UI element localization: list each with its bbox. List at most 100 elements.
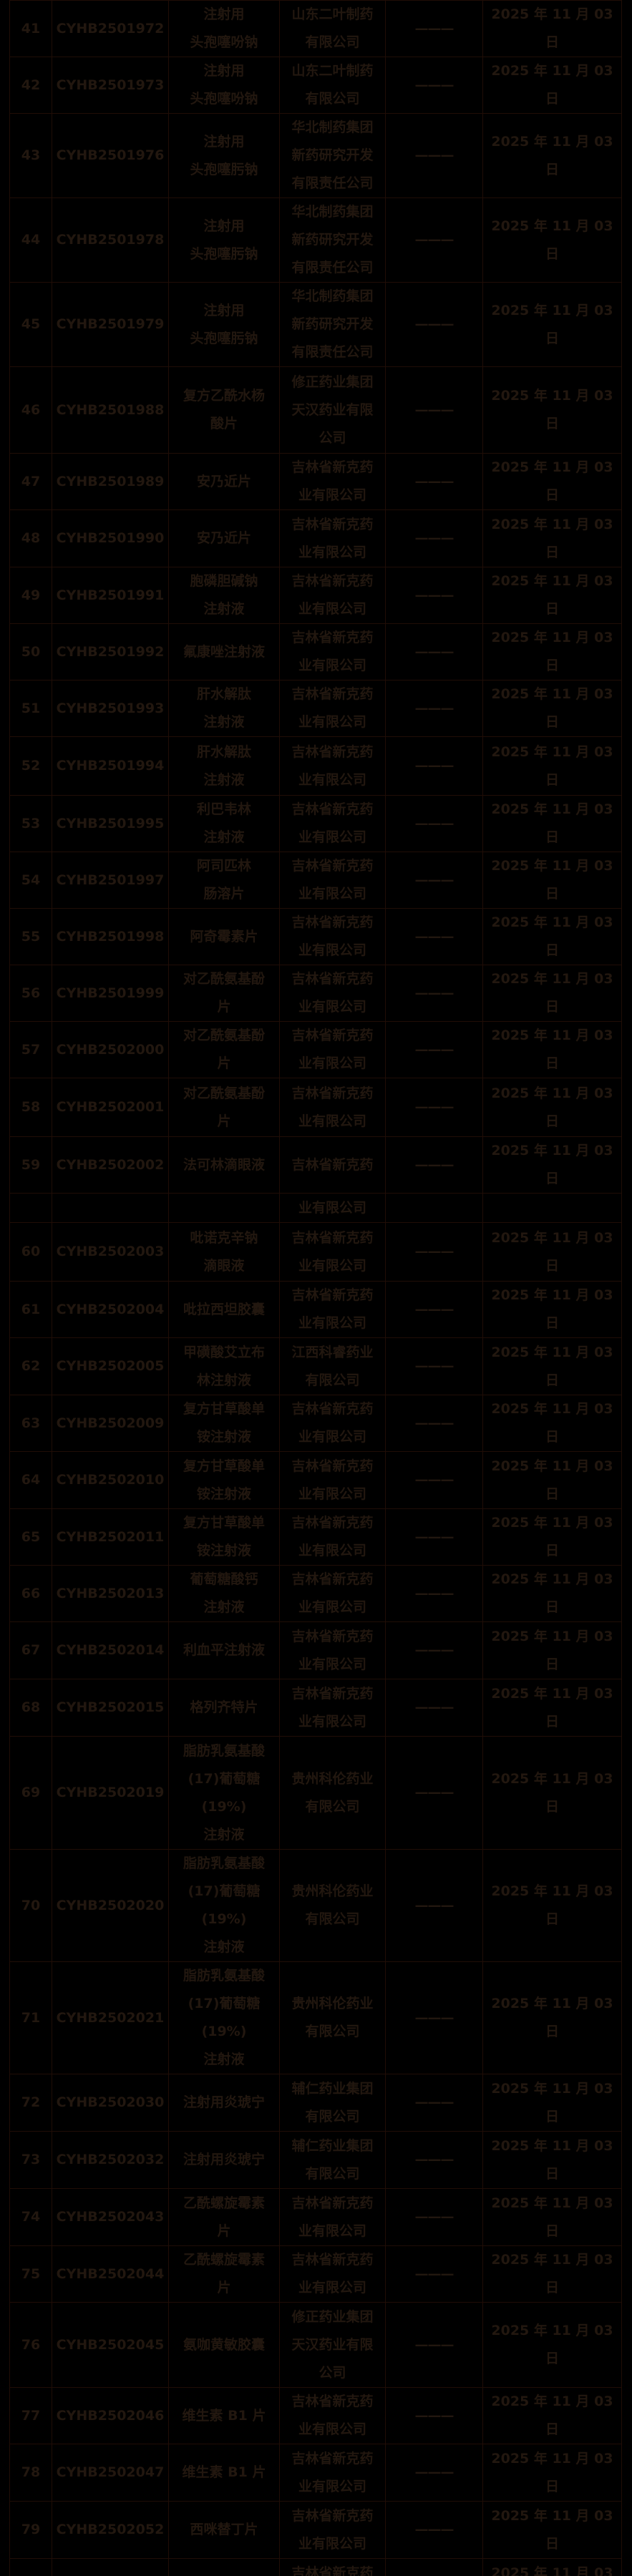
table-row: 53 CYHB2501995 利巴韦林 注射液 吉林省新克药 业有限公司 ——— 2025… xyxy=(9,795,622,852)
cell-drug-name: 甲磺酸艾立布 林注射液 xyxy=(168,1337,280,1395)
cell-company-name: 华北制药集团 新药研究开发 有限责任公司 xyxy=(279,113,386,198)
cell-row-number: 71 xyxy=(9,1961,52,2074)
cell-drug-name: 肝水解肽 注射液 xyxy=(168,680,280,737)
cell-dash-placeholder: ——— xyxy=(385,1078,483,1137)
cell-drug-name: 西咪替丁片 xyxy=(168,2501,280,2559)
cell-drug-name: 肝水解肽 注射液 xyxy=(168,736,280,796)
cell-acceptance-number: CYHB2502047 xyxy=(52,2444,169,2502)
table-row: 52 CYHB2501994 肝水解肽 注射液 吉林省新克药 业有限公司 ——— 2025… xyxy=(9,736,622,796)
cell-row-number: 67 xyxy=(9,1621,52,1679)
cell-company-name: 吉林省新克药 业有限公司 xyxy=(279,680,386,737)
cell-row-number: 68 xyxy=(9,1679,52,1737)
cell-date: 2025 年 11 月 03 日 xyxy=(482,2131,622,2189)
cell-drug-name: 阿奇霉素片 xyxy=(168,908,280,965)
cell-row-number: 50 xyxy=(9,623,52,680)
cell-date: 2025 年 11 月 03 日 xyxy=(482,1451,622,1509)
cell-row-number: 74 xyxy=(9,2188,52,2246)
cell-acceptance-number: CYHB2502045 xyxy=(52,2302,169,2388)
table-row: 70 CYHB2502020 脂肪乳氨基酸 (17)葡萄糖 (19%) 注射液 贵州科… xyxy=(9,1849,622,1962)
cell-acceptance-number: CYHB2502003 xyxy=(52,1222,169,1282)
cell-dash-placeholder: ——— xyxy=(385,1021,483,1078)
cell-acceptance-number: CYHB2501992 xyxy=(52,623,169,680)
cell-acceptance-number: CYHB2501993 xyxy=(52,680,169,737)
cell-dash-placeholder: ——— xyxy=(385,509,483,567)
table-row: 79 CYHB2502052 西咪替丁片 吉林省新克药 业有限公司 ——— 2025 年 … xyxy=(9,2501,622,2559)
cell-date: 2025 年 11 月 03 日 xyxy=(482,0,622,57)
cell-row-number: 65 xyxy=(9,1508,52,1566)
cell-drug-name xyxy=(168,1193,280,1223)
cell-row-number: 66 xyxy=(9,1565,52,1622)
cell-date: 2025 年 11 月 03 日 xyxy=(482,2188,622,2246)
table-row: 60 CYHB2502003 吡诺克辛钠 滴眼液 吉林省新克药 业有限公司 ——— 202… xyxy=(9,1222,622,1282)
cell-dash-placeholder: ——— xyxy=(385,1222,483,1282)
cell-row-number: 42 xyxy=(9,57,52,114)
cell-company-name: 吉林省新克药 业有限公司 xyxy=(279,509,386,567)
cell-dash-placeholder: ——— xyxy=(385,1961,483,2074)
cell-dash-placeholder: ——— xyxy=(385,680,483,737)
table-row: 66 CYHB2502013 葡萄糖酸钙 注射液 吉林省新克药 业有限公司 ——— 202… xyxy=(9,1565,622,1622)
table-row: 65 CYHB2502011 复方甘草酸单 铵注射液 吉林省新克药 业有限公司 ——— 2… xyxy=(9,1508,622,1566)
cell-date: 2025 年 11 月 03 日 xyxy=(482,1961,622,2074)
cell-drug-name: 对乙酰氨基酚 片 xyxy=(168,965,280,1022)
cell-dash-placeholder: ——— xyxy=(385,1281,483,1338)
cell-company-name: 吉林省新克药 业有限公司 xyxy=(279,1281,386,1338)
cell-company-name: 吉林省新克药 业有限公司 xyxy=(279,2501,386,2559)
cell-dash-placeholder: ——— xyxy=(385,1395,483,1452)
table-row: 45 CYHB2501979 注射用 头孢噻肟钠 华北制药集团 新药研究开发 有限责任… xyxy=(9,282,622,367)
cell-drug-name: 维生素 B1 片 xyxy=(168,2444,280,2502)
cell-acceptance-number: CYHB2502010 xyxy=(52,1451,169,1509)
cell-drug-name: 格列齐特片 xyxy=(168,1679,280,1737)
cell-date: 2025 年 11 月 03 日 xyxy=(482,1849,622,1962)
table-row: 业有限公司 xyxy=(9,1193,622,1223)
table-row: 59 CYHB2502002 法可林滴眼液 吉林省新克药 ——— 2025 年 11 月 … xyxy=(9,1136,622,1194)
cell-row-number: 76 xyxy=(9,2302,52,2388)
cell-dash-placeholder: ——— xyxy=(385,736,483,796)
cell-date: 2025 年 11 月 03 日 xyxy=(482,1337,622,1395)
cell-date: 2025 年 11 月 03 日 xyxy=(482,1021,622,1078)
cell-dash-placeholder: ——— xyxy=(385,795,483,852)
cell-date: 2025 年 11 月 03 日 xyxy=(482,2558,622,2576)
cell-drug-name: 注射用 头孢噻肟钠 xyxy=(168,282,280,367)
cell-company-name: 吉林省新克药 业有限公司 xyxy=(279,2444,386,2502)
cell-company-name: 华北制药集团 新药研究开发 有限责任公司 xyxy=(279,282,386,367)
cell-date: 2025 年 11 月 03 日 xyxy=(482,1621,622,1679)
cell-date: 2025 年 11 月 03 日 xyxy=(482,1565,622,1622)
cell-drug-name: 安乃近片 xyxy=(168,509,280,567)
cell-acceptance-number: CYHB2502032 xyxy=(52,2131,169,2189)
cell-acceptance-number: CYHB2501988 xyxy=(52,366,169,454)
cell-row-number: 57 xyxy=(9,1021,52,1078)
table-body: 41 CYHB2501972 注射用 头孢噻吩钠 山东二叶制药 有限公司 ——— 2025… xyxy=(9,0,622,2576)
table-row: 56 CYHB2501999 对乙酰氨基酚 片吉林省新克药 业有限公司 ——— 2025… xyxy=(9,965,622,1022)
cell-dash-placeholder: ——— xyxy=(385,908,483,965)
cell-dash-placeholder: ——— xyxy=(385,1736,483,1850)
cell-date: 2025 年 11 月 03 日 xyxy=(482,1078,622,1137)
cell-drug-name: 安乃近片 xyxy=(168,453,280,510)
cell-acceptance-number: CYHB2502011 xyxy=(52,1508,169,1566)
cell-date: 2025 年 11 月 03 日 xyxy=(482,1508,622,1566)
cell-dash-placeholder xyxy=(385,1193,483,1223)
table-row: 72 CYHB2502030 注射用炎琥宁 辅仁药业集团 有限公司 ——— 2025 年 … xyxy=(9,2074,622,2132)
cell-row-number: 70 xyxy=(9,1849,52,1962)
cell-date: 2025 年 11 月 03 日 xyxy=(482,197,622,283)
cell-company-name: 吉林省新克药 业有限公司 xyxy=(279,1021,386,1078)
cell-date: 2025 年 11 月 03 日 xyxy=(482,1136,622,1194)
cell-acceptance-number: CYHB2501990 xyxy=(52,509,169,567)
cell-date: 2025 年 11 月 03 日 xyxy=(482,113,622,198)
cell-drug-name: 脂肪乳氨基酸 (17)葡萄糖 (19%) 注射液 xyxy=(168,1849,280,1962)
cell-company-name: 吉林省新克药 业有限公司 xyxy=(279,623,386,680)
cell-dash-placeholder: ——— xyxy=(385,1849,483,1962)
cell-drug-name: 对乙酰氨基酚 片 xyxy=(168,1021,280,1078)
cell-row-number: 58 xyxy=(9,1078,52,1137)
table-row: 44 CYHB2501978 注射用 头孢噻肟钠 华北制药集团 新药研究开发 有限责任… xyxy=(9,197,622,283)
cell-date: 2025 年 11 月 03 日 xyxy=(482,2074,622,2132)
cell-drug-name: 吡诺克辛钠 滴眼液 xyxy=(168,1222,280,1282)
cell-date: 2025 年 11 月 03 日 xyxy=(482,2302,622,2388)
cell-company-name: 吉林省新克药 业有限公司 xyxy=(279,2188,386,2246)
cell-dash-placeholder: ——— xyxy=(385,1679,483,1737)
cell-company-name: 吉林省新克药 业有限公司 xyxy=(279,736,386,796)
cell-dash-placeholder: ——— xyxy=(385,57,483,114)
table-row: 49 CYHB2501991 胞磷胆碱钠 注射液 吉林省新克药 业有限公司 ——— 202… xyxy=(9,567,622,624)
cell-row-number: 78 xyxy=(9,2444,52,2502)
cell-row-number: 69 xyxy=(9,1736,52,1850)
